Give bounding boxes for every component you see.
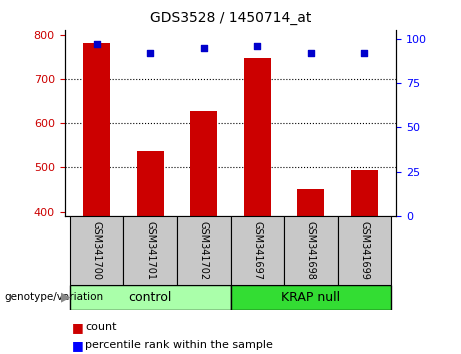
Text: GSM341697: GSM341697 — [252, 221, 262, 280]
Bar — [284, 216, 337, 285]
Bar — [190, 110, 217, 354]
Text: ▶: ▶ — [61, 291, 71, 304]
Text: ■: ■ — [71, 339, 83, 352]
Text: GSM341699: GSM341699 — [359, 221, 369, 280]
Bar — [70, 216, 124, 285]
Bar — [230, 285, 391, 310]
Point — [200, 45, 207, 51]
Bar — [70, 285, 230, 310]
Text: count: count — [85, 322, 117, 332]
Point — [147, 50, 154, 56]
Text: KRAP null: KRAP null — [281, 291, 340, 304]
Title: GDS3528 / 1450714_at: GDS3528 / 1450714_at — [150, 11, 311, 25]
Bar — [337, 216, 391, 285]
Point — [254, 43, 261, 49]
Text: genotype/variation: genotype/variation — [5, 292, 104, 302]
Text: GSM341701: GSM341701 — [145, 221, 155, 280]
Bar — [297, 189, 324, 354]
Text: ■: ■ — [71, 321, 83, 334]
Point — [93, 41, 100, 47]
Bar — [244, 57, 271, 354]
Text: control: control — [129, 291, 172, 304]
Bar — [351, 170, 378, 354]
Bar — [230, 216, 284, 285]
Bar — [177, 216, 230, 285]
Text: GSM341702: GSM341702 — [199, 221, 209, 280]
Text: GSM341698: GSM341698 — [306, 221, 316, 280]
Point — [361, 50, 368, 56]
Text: GSM341700: GSM341700 — [92, 221, 102, 280]
Bar — [83, 43, 110, 354]
Text: percentile rank within the sample: percentile rank within the sample — [85, 340, 273, 350]
Point — [307, 50, 314, 56]
Bar — [137, 151, 164, 354]
Bar — [124, 216, 177, 285]
